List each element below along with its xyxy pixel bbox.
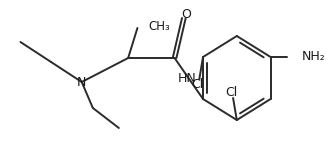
Text: NH₂: NH₂: [302, 51, 326, 64]
Text: Cl: Cl: [191, 78, 203, 91]
Text: Cl: Cl: [225, 86, 237, 98]
Text: CH₃: CH₃: [149, 20, 170, 33]
Text: N: N: [77, 75, 86, 89]
Text: HN: HN: [178, 72, 196, 85]
Text: O: O: [182, 7, 192, 20]
